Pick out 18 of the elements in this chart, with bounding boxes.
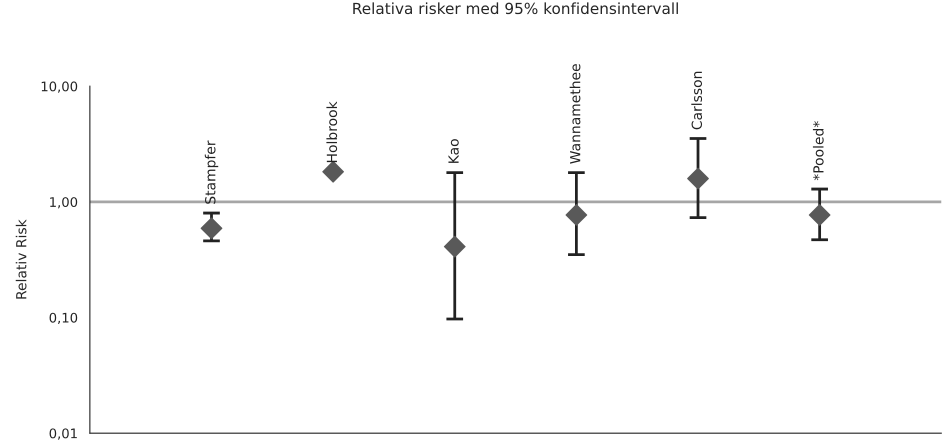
- point: [566, 204, 588, 226]
- x-tick-label: Carlsson: [691, 72, 702, 130]
- point: [808, 204, 831, 226]
- y-tick-label: 0,10: [50, 312, 78, 324]
- point: [687, 168, 709, 190]
- x-tick-label: Holbrook: [326, 101, 338, 162]
- y-tick-label: 0,01: [50, 428, 77, 440]
- x-tick-label: Wannamethee: [570, 64, 580, 164]
- point: [444, 236, 466, 258]
- x-tick-label: Stampfer: [204, 140, 218, 204]
- x-tick-label: Kao: [448, 139, 459, 163]
- y-tick-label: 1,00: [50, 197, 78, 208]
- chart-title: Relativa risker med 95% konfidensintervall: [353, 2, 678, 14]
- y-tick-label: 10,00: [42, 81, 78, 93]
- x-tick-label: *Pooled*: [812, 121, 824, 180]
- y-axis-title: Relativ Risk: [16, 219, 26, 299]
- point: [200, 217, 222, 240]
- point: [322, 160, 344, 183]
